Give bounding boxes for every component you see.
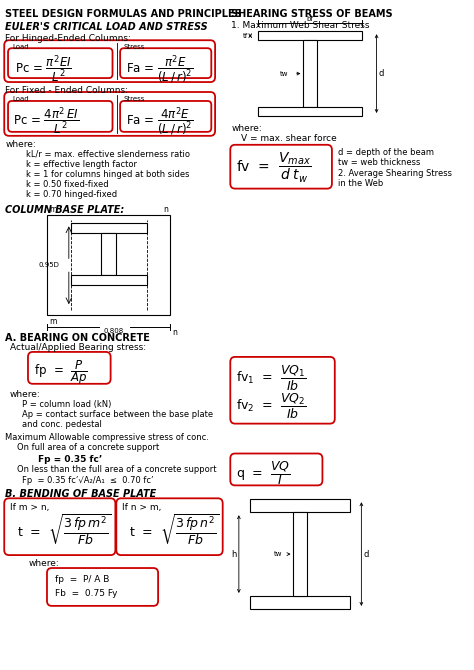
Text: Fa = $\dfrac{4\pi^2 E}{(L\,/\,r)^2}$: Fa = $\dfrac{4\pi^2 E}{(L\,/\,r)^2}$ xyxy=(126,106,193,139)
Text: fp  =  $\dfrac{P}{Ap}$: fp = $\dfrac{P}{Ap}$ xyxy=(34,358,88,387)
Text: tw: tw xyxy=(280,70,288,76)
FancyBboxPatch shape xyxy=(230,357,335,423)
Text: kL/r = max. effective slenderness ratio: kL/r = max. effective slenderness ratio xyxy=(26,150,190,159)
Text: A. BEARING ON CONCRETE: A. BEARING ON CONCRETE xyxy=(5,333,150,343)
Text: 1. Maximum Web Shear Stress: 1. Maximum Web Shear Stress xyxy=(231,21,370,30)
Text: where:: where: xyxy=(5,140,36,149)
Text: k = 0.50 fixed-fixed: k = 0.50 fixed-fixed xyxy=(26,180,109,189)
Text: k = 1 for columns hinged at both sides: k = 1 for columns hinged at both sides xyxy=(26,170,190,179)
Text: Maximum Allowable compressive stress of conc.: Maximum Allowable compressive stress of … xyxy=(5,433,209,442)
FancyBboxPatch shape xyxy=(116,498,223,555)
Text: Fp  = 0.35 fc’√A₂/A₁  ≤  0.70 fc’: Fp = 0.35 fc’√A₂/A₁ ≤ 0.70 fc’ xyxy=(22,476,154,485)
Bar xyxy=(71,224,147,233)
Text: P = column load (kN): P = column load (kN) xyxy=(22,400,112,409)
Text: k = 0.70 hinged-fixed: k = 0.70 hinged-fixed xyxy=(26,190,117,198)
Text: t  =  $\sqrt{\dfrac{3\,fp\,n^2}{Fb}}$: t = $\sqrt{\dfrac{3\,fp\,n^2}{Fb}}$ xyxy=(128,513,219,548)
Text: EULER'S CRITICAL LOAD AND STRESS: EULER'S CRITICAL LOAD AND STRESS xyxy=(5,22,208,32)
Bar xyxy=(293,513,307,596)
FancyBboxPatch shape xyxy=(8,101,112,132)
Text: tf: tf xyxy=(243,33,248,39)
Text: d = depth of the beam: d = depth of the beam xyxy=(337,148,434,157)
Text: For Hinged-Ended Columns:: For Hinged-Ended Columns: xyxy=(5,34,131,44)
Text: d: d xyxy=(363,549,369,559)
FancyBboxPatch shape xyxy=(4,40,215,82)
Text: in the Web: in the Web xyxy=(337,179,383,188)
Text: Actual/Applied Bearing stress:: Actual/Applied Bearing stress: xyxy=(10,343,146,352)
Text: If m > n,: If m > n, xyxy=(10,503,49,513)
Bar xyxy=(250,499,350,513)
Text: Pc = $\dfrac{\pi^2 EI}{L^2}$: Pc = $\dfrac{\pi^2 EI}{L^2}$ xyxy=(15,53,72,84)
Text: Fa = $\dfrac{\pi^2 E}{(L\,/\,r)^2}$: Fa = $\dfrac{\pi^2 E}{(L\,/\,r)^2}$ xyxy=(126,53,193,86)
Text: If n > m,: If n > m, xyxy=(122,503,161,513)
Bar xyxy=(258,31,362,40)
Text: For Fixed - Ended Columns:: For Fixed - Ended Columns: xyxy=(5,86,128,95)
Text: n: n xyxy=(173,328,177,337)
Text: Fb  =  0.75 Fy: Fb = 0.75 Fy xyxy=(55,589,117,598)
Text: where:: where: xyxy=(10,390,41,399)
FancyBboxPatch shape xyxy=(28,352,110,384)
Text: Pc = $\dfrac{4\pi^2\,EI}{L^2}$: Pc = $\dfrac{4\pi^2\,EI}{L^2}$ xyxy=(13,106,79,137)
FancyBboxPatch shape xyxy=(120,101,211,132)
Text: tw: tw xyxy=(273,551,282,557)
Text: Load: Load xyxy=(13,44,29,50)
Text: fv$_1$  =  $\dfrac{VQ_1}{Ib}$: fv$_1$ = $\dfrac{VQ_1}{Ib}$ xyxy=(236,364,307,393)
Bar xyxy=(71,275,147,285)
Text: On full area of a concrete support: On full area of a concrete support xyxy=(17,443,159,452)
Bar xyxy=(250,596,350,609)
FancyBboxPatch shape xyxy=(4,498,115,555)
Text: tw = web thickness: tw = web thickness xyxy=(337,157,420,167)
FancyBboxPatch shape xyxy=(8,48,112,78)
Text: fv  =  $\dfrac{V_{max}}{d\;t_w}$: fv = $\dfrac{V_{max}}{d\;t_w}$ xyxy=(236,151,311,185)
FancyBboxPatch shape xyxy=(230,454,322,485)
Text: Load: Load xyxy=(13,96,29,102)
FancyBboxPatch shape xyxy=(4,92,215,136)
Text: bf: bf xyxy=(307,16,313,22)
Text: and conc. pedestal: and conc. pedestal xyxy=(22,419,102,429)
Text: h: h xyxy=(232,549,237,559)
Text: STEEL DESIGN FORMULAS AND PRINCIPLES: STEEL DESIGN FORMULAS AND PRINCIPLES xyxy=(5,9,242,19)
Bar xyxy=(303,40,317,107)
Text: Stress: Stress xyxy=(124,96,146,102)
Text: COLUMN BASE PLATE:: COLUMN BASE PLATE: xyxy=(5,204,125,214)
Text: Ap = contact surface between the base plate: Ap = contact surface between the base pl… xyxy=(22,409,213,419)
Text: Fp = 0.35 fc’: Fp = 0.35 fc’ xyxy=(38,454,103,464)
Text: where:: where: xyxy=(231,124,262,133)
Text: m: m xyxy=(49,317,56,326)
Text: Stress: Stress xyxy=(124,44,146,50)
Text: k = effective length factor: k = effective length factor xyxy=(26,159,137,169)
Text: t  =  $\sqrt{\dfrac{3\,fp\,m^2}{Fb}}$: t = $\sqrt{\dfrac{3\,fp\,m^2}{Fb}}$ xyxy=(17,513,111,548)
Text: 0.808: 0.808 xyxy=(104,328,124,334)
Text: On less than the full area of a concrete support: On less than the full area of a concrete… xyxy=(17,466,216,474)
Text: 0.95D: 0.95D xyxy=(38,262,59,268)
Text: n: n xyxy=(164,204,169,214)
FancyBboxPatch shape xyxy=(120,48,211,78)
Text: 2. Average Shearing Stress: 2. Average Shearing Stress xyxy=(337,169,452,178)
Text: fp  =  P/ A B: fp = P/ A B xyxy=(55,575,109,584)
Text: d: d xyxy=(378,69,384,78)
Bar xyxy=(101,233,116,275)
Bar xyxy=(258,107,362,116)
Text: fv$_2$  =  $\dfrac{VQ_2}{Ib}$: fv$_2$ = $\dfrac{VQ_2}{Ib}$ xyxy=(236,392,307,421)
Text: m: m xyxy=(49,204,56,214)
Bar xyxy=(47,216,171,315)
Text: B. BENDING OF BASE PLATE: B. BENDING OF BASE PLATE xyxy=(5,489,156,499)
Text: where:: where: xyxy=(29,559,60,568)
Text: V = max. shear force: V = max. shear force xyxy=(241,134,337,143)
FancyBboxPatch shape xyxy=(47,568,158,606)
Text: q  =  $\dfrac{VQ}{I}$: q = $\dfrac{VQ}{I}$ xyxy=(236,460,291,487)
FancyBboxPatch shape xyxy=(230,145,332,189)
Text: SHEARING STRESS OF BEAMS: SHEARING STRESS OF BEAMS xyxy=(231,9,393,19)
